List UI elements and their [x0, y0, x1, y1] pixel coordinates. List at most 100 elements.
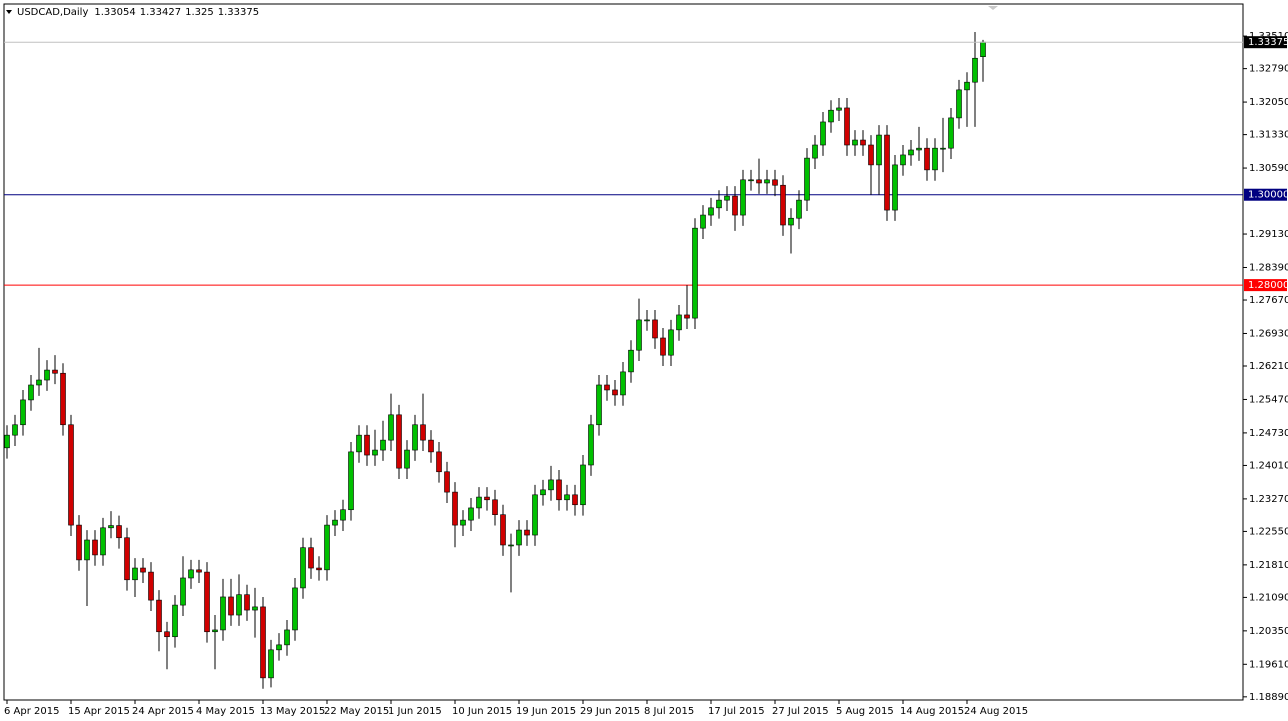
x-tick-label: 19 Jun 2015 [516, 706, 576, 717]
candle-body [300, 547, 306, 589]
candle-body [372, 449, 378, 456]
candle-body [276, 644, 282, 651]
x-tick-label: 29 Jun 2015 [580, 706, 640, 717]
candle-body [92, 539, 98, 556]
candle-body [284, 629, 290, 646]
x-tick-label: 13 May 2015 [260, 706, 325, 717]
x-tick-label: 27 Jul 2015 [772, 706, 829, 717]
candle-body [12, 424, 18, 436]
candle-body [796, 199, 802, 219]
y-tick-label: 1.29130 [1249, 229, 1288, 240]
candle-body [212, 629, 218, 633]
candle-body [780, 184, 786, 226]
x-tick-label: 24 Apr 2015 [132, 706, 194, 717]
candle-body [196, 569, 202, 573]
candle-body [676, 314, 682, 331]
candle-body [916, 147, 922, 151]
header-open: 1.33054 [94, 7, 135, 18]
x-tick-label: 6 Apr 2015 [4, 706, 59, 717]
candle-body [52, 369, 58, 374]
candle-body [692, 227, 698, 319]
x-tick-label: 17 Jul 2015 [708, 706, 765, 717]
candle-body [884, 134, 890, 211]
candle-body [524, 529, 530, 536]
candle-body [868, 144, 874, 166]
y-tick-label: 1.20350 [1249, 626, 1288, 637]
candle-body [652, 319, 658, 339]
x-tick-label: 15 Apr 2015 [68, 706, 130, 717]
candle-body [100, 527, 106, 556]
candle-body [340, 509, 346, 521]
candle-body [164, 631, 170, 638]
x-tick-label: 8 Jul 2015 [644, 706, 694, 717]
x-tick-label: 14 Aug 2015 [900, 706, 964, 717]
candle-body [636, 319, 642, 351]
x-tick-label: 10 Jun 2015 [452, 706, 512, 717]
candle-body [292, 587, 298, 631]
y-tick-label: 1.21810 [1249, 560, 1288, 571]
candle-body [396, 414, 402, 469]
candle-body [508, 544, 514, 547]
candle-body [668, 329, 674, 356]
candle-body [572, 494, 578, 506]
candle-body [308, 547, 314, 569]
candle-body [60, 372, 66, 426]
price-tag [1244, 36, 1287, 49]
candle-body [468, 507, 474, 521]
candle-body [844, 107, 850, 146]
candle-body [580, 464, 586, 506]
y-tick-label: 1.28390 [1249, 262, 1288, 273]
level-tag [1244, 279, 1287, 292]
level-label: 1.30000 [1248, 190, 1288, 201]
candle-body [452, 491, 458, 526]
candle-body [964, 81, 970, 91]
candle-body [156, 599, 162, 633]
candle-body [204, 571, 210, 633]
candle-body [348, 451, 354, 511]
y-tick-label: 1.26930 [1249, 328, 1288, 339]
candle-body [108, 525, 114, 529]
candle-body [556, 479, 562, 501]
candle-body [500, 514, 506, 546]
candle-body [604, 384, 610, 391]
candle-body [180, 577, 186, 606]
x-tick-label: 4 May 2015 [196, 706, 255, 717]
candle-body [716, 199, 722, 209]
candle-body [324, 524, 330, 571]
candle-body [84, 539, 90, 561]
header-close: 1.33375 [218, 7, 259, 18]
candle-body [388, 414, 394, 441]
candle-body [332, 519, 338, 526]
candle-body [516, 529, 522, 546]
candle-body [740, 179, 746, 216]
candle-body [380, 439, 386, 451]
candle-body [588, 424, 594, 466]
candle-body [908, 149, 914, 156]
candle-body [788, 217, 794, 226]
x-tick-label: 22 May 2015 [324, 706, 389, 717]
candle-body [4, 434, 10, 449]
candle-body [44, 369, 50, 381]
candle-body [732, 195, 738, 216]
menu-arrow [6, 10, 12, 14]
y-tick-label: 1.30590 [1249, 163, 1288, 174]
candle-body [268, 649, 274, 679]
symbol: USDCAD,Daily [17, 7, 88, 18]
y-tick-label: 1.19610 [1249, 659, 1288, 670]
x-tick-label: 24 Aug 2015 [964, 706, 1028, 717]
candle-body [404, 449, 410, 469]
candle-body [68, 424, 74, 526]
candle-body [852, 139, 858, 146]
candle-body [756, 179, 762, 184]
candle-body [252, 606, 258, 611]
candle-body [540, 489, 546, 496]
candle-body [236, 594, 242, 616]
x-tick-label: 1 Jun 2015 [388, 706, 442, 717]
candle-body [772, 179, 778, 186]
candle-body [724, 195, 730, 201]
candle-body [812, 144, 818, 159]
y-tick-label: 1.25470 [1249, 394, 1288, 405]
price-label: 1.33375 [1248, 37, 1288, 48]
candle-body [260, 606, 266, 679]
